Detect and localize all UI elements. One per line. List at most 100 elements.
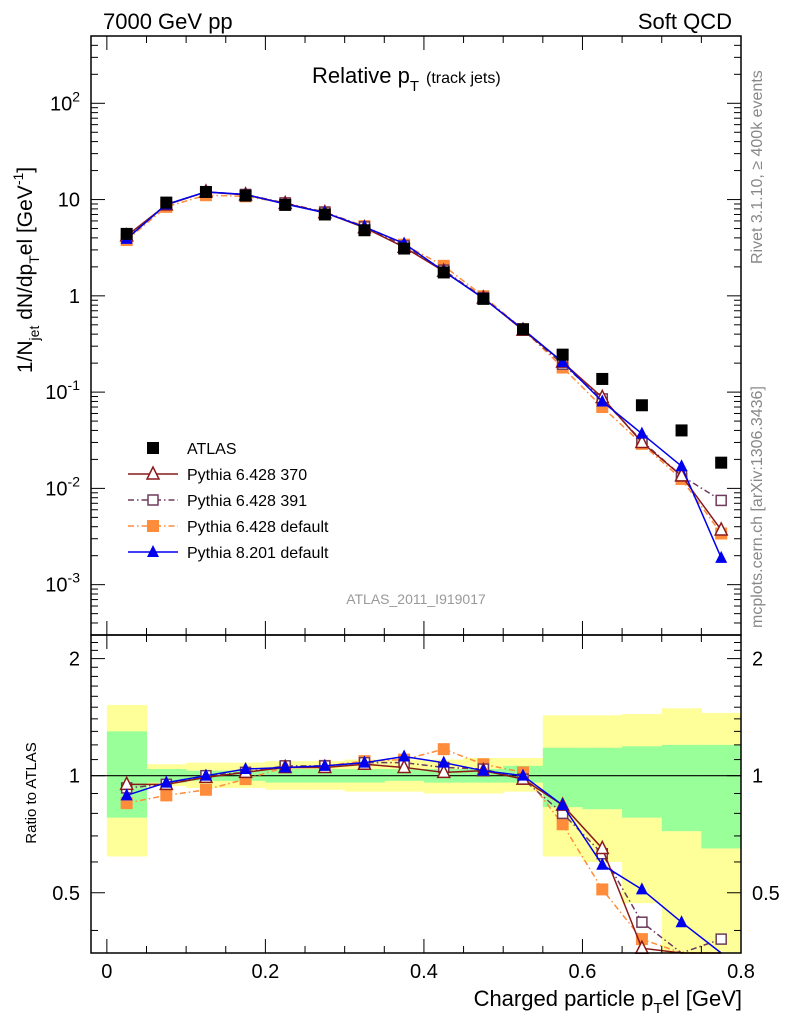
ratio-point (715, 933, 727, 945)
chart-title: Relative pT (track jets) (312, 63, 501, 95)
y-tick-label: 102 (50, 88, 80, 115)
ratio-point (635, 882, 648, 895)
series-line (126, 191, 722, 559)
ratio-point (595, 839, 610, 855)
ratio-y-tick-label-right: 2 (752, 649, 763, 671)
data-point (556, 348, 569, 361)
data-point (517, 323, 530, 336)
ratio-line (126, 763, 722, 954)
y-tick-label: 10-1 (45, 377, 80, 404)
axes: 0 0.2 0.4 0.6 0.8 10-3 10-2 10-1 1 10 102 0.5 0.5 1 1 2… (45, 35, 780, 983)
data-point (556, 355, 569, 368)
ratio-point (437, 743, 450, 756)
ratio-band-inner (661, 744, 702, 832)
ratio-point (477, 763, 490, 776)
data-point (199, 185, 212, 198)
ratio-point (160, 775, 173, 788)
x-tick-label: 0.6 (569, 961, 597, 983)
data-point (398, 242, 411, 255)
ratio-y-tick-label-right: 0.5 (752, 883, 780, 905)
data-point (596, 372, 609, 385)
legend: ATLAS Pythia 6.428 370 Pythia 6.428 391 Pyt… (128, 441, 329, 562)
ratio-point (437, 755, 450, 768)
ratio-band-inner (622, 746, 663, 818)
header-left: 7000 GeV pp (103, 9, 233, 34)
series-line (126, 194, 722, 534)
ratio-y-tick-label: 1 (69, 766, 80, 788)
y-axis-label: 1/Njet dN/dpTel [GeV-1] (10, 167, 42, 373)
main-series (119, 183, 729, 563)
ratio-point (556, 818, 569, 831)
data-point (318, 208, 331, 221)
data-point (675, 424, 688, 437)
ratio-point (556, 798, 569, 811)
ratio-point (596, 857, 609, 870)
data-point (160, 196, 173, 209)
data-point (715, 494, 727, 507)
ratio-point (636, 916, 648, 928)
data-point (239, 189, 252, 202)
header-right: Soft QCD (638, 9, 732, 34)
x-tick-label: 0.4 (410, 961, 438, 983)
data-point (715, 550, 728, 563)
x-axis-label: Charged particle pTel [GeV] (474, 986, 742, 1017)
y-tick-label: 1 (69, 286, 80, 308)
y-tick-label: 10 (58, 190, 80, 212)
x-tick-label: 0.8 (727, 961, 755, 983)
analysis-label: ATLAS_2011_I919017 (346, 591, 486, 607)
ratio-point (199, 768, 212, 781)
data-point (358, 224, 371, 237)
legend-label: Pythia 8.201 default (187, 545, 329, 562)
legend-label: Pythia 6.428 default (187, 519, 329, 536)
legend-marker (147, 545, 159, 557)
legend-marker (147, 520, 159, 532)
ratio-band-inner (701, 744, 742, 849)
data-point (596, 394, 609, 407)
side-label-top: Rivet 3.1.10, ≥ 400k events (749, 70, 766, 264)
ratio-point (358, 755, 371, 768)
y-tick-label: 10-2 (45, 473, 80, 500)
x-tick-label: 0.2 (251, 961, 279, 983)
data-point (120, 227, 133, 240)
data-point (635, 399, 648, 412)
ratio-band-inner (582, 747, 623, 810)
ratio-y-tick-label: 0.5 (52, 883, 80, 905)
ratio-point (318, 758, 331, 771)
legend-label: Pythia 6.428 391 (187, 493, 307, 510)
ratio-point (120, 788, 133, 801)
ratio-point (279, 760, 292, 773)
data-point (279, 198, 292, 211)
ratio-uncertainty-bands (106, 704, 742, 953)
ratio-line (126, 755, 722, 954)
ratio-plot-frame (90, 634, 742, 954)
ratio-point (517, 768, 530, 781)
ratio-point (675, 915, 688, 928)
ratio-y-tick-label: 2 (69, 649, 80, 671)
data-point (715, 456, 728, 469)
data-point (675, 459, 688, 472)
legend-label: ATLAS (187, 441, 237, 458)
ratio-band-inner (384, 769, 425, 781)
data-point (477, 292, 490, 305)
data-point (713, 521, 729, 536)
ratio-point (596, 883, 609, 896)
ratio-point (396, 758, 412, 774)
ratio-line (126, 748, 722, 954)
ratio-y-tick-label-right: 1 (752, 766, 763, 788)
data-point (634, 433, 650, 449)
y-tick-label: 10-3 (45, 570, 80, 597)
ratio-point (239, 762, 252, 775)
ratio-point (160, 789, 173, 802)
ratio-point (436, 763, 451, 779)
legend-marker (147, 442, 159, 454)
ratio-series (119, 743, 727, 954)
side-label-bottom: mcplots.cern.ch [arXiv:1306.3436] (749, 386, 766, 628)
ratio-y-axis-label: Ratio to ATLAS (23, 742, 40, 843)
ratio-point (199, 783, 212, 796)
legend-label: Pythia 6.428 370 (187, 467, 307, 484)
data-point (437, 266, 450, 279)
data-point (635, 426, 648, 439)
legend-marker (145, 465, 161, 480)
legend-marker (147, 494, 159, 506)
